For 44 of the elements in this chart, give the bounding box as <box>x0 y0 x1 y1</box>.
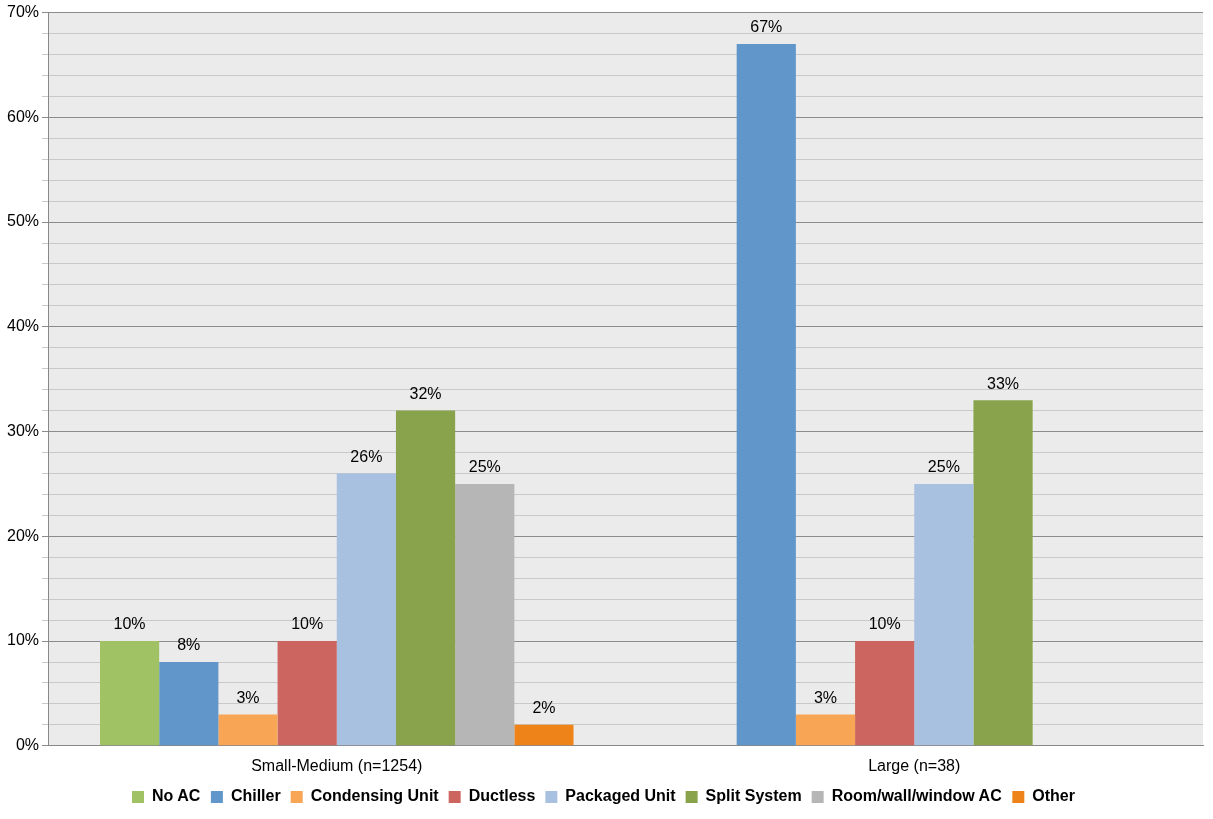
data-label: 3% <box>236 688 260 706</box>
legend-label: Room/wall/window AC <box>831 787 1003 805</box>
data-label: 25% <box>468 458 501 476</box>
y-tick-label: 10% <box>6 631 40 649</box>
bar <box>277 641 337 746</box>
data-label: 10% <box>113 615 146 633</box>
legend-label: Condensing Unit <box>310 787 440 805</box>
legend-label: Other <box>1032 787 1075 805</box>
y-tick-label: 30% <box>6 421 40 439</box>
bar <box>973 400 1033 746</box>
bar <box>336 473 396 746</box>
data-label: 33% <box>987 374 1020 392</box>
legend-label: Split System <box>705 787 802 805</box>
y-tick-label: 40% <box>6 317 40 335</box>
x-tick-label: Large (n=38) <box>868 756 961 774</box>
legend-label: Ductless <box>468 787 536 805</box>
bar <box>159 662 219 746</box>
x-tick-label: Small-Medium (n=1254) <box>251 756 423 774</box>
bar <box>514 724 574 746</box>
data-label: 10% <box>868 615 901 633</box>
legend-label: Chiller <box>230 787 281 805</box>
bar <box>100 641 160 746</box>
data-label: 3% <box>813 688 838 706</box>
data-label: 10% <box>291 615 324 633</box>
data-label: 2% <box>532 699 556 717</box>
y-tick-label: 20% <box>6 526 40 544</box>
bar <box>855 641 915 746</box>
bar <box>218 714 278 746</box>
bar <box>736 44 796 746</box>
data-label: 8% <box>177 636 201 654</box>
data-label: 26% <box>350 447 383 465</box>
y-tick-label: 70% <box>6 3 40 21</box>
data-label: 67% <box>750 18 783 36</box>
legend-label: No AC <box>152 787 201 805</box>
y-tick-label: 0% <box>15 736 40 754</box>
legend-label: Packaged Unit <box>565 787 677 805</box>
bar <box>455 483 515 746</box>
bar <box>795 714 856 746</box>
data-label: 32% <box>409 385 442 403</box>
bar <box>914 483 974 746</box>
y-tick-label: 60% <box>6 107 40 125</box>
bar <box>395 410 456 746</box>
data-label: 25% <box>927 458 960 476</box>
y-tick-label: 50% <box>6 212 40 230</box>
